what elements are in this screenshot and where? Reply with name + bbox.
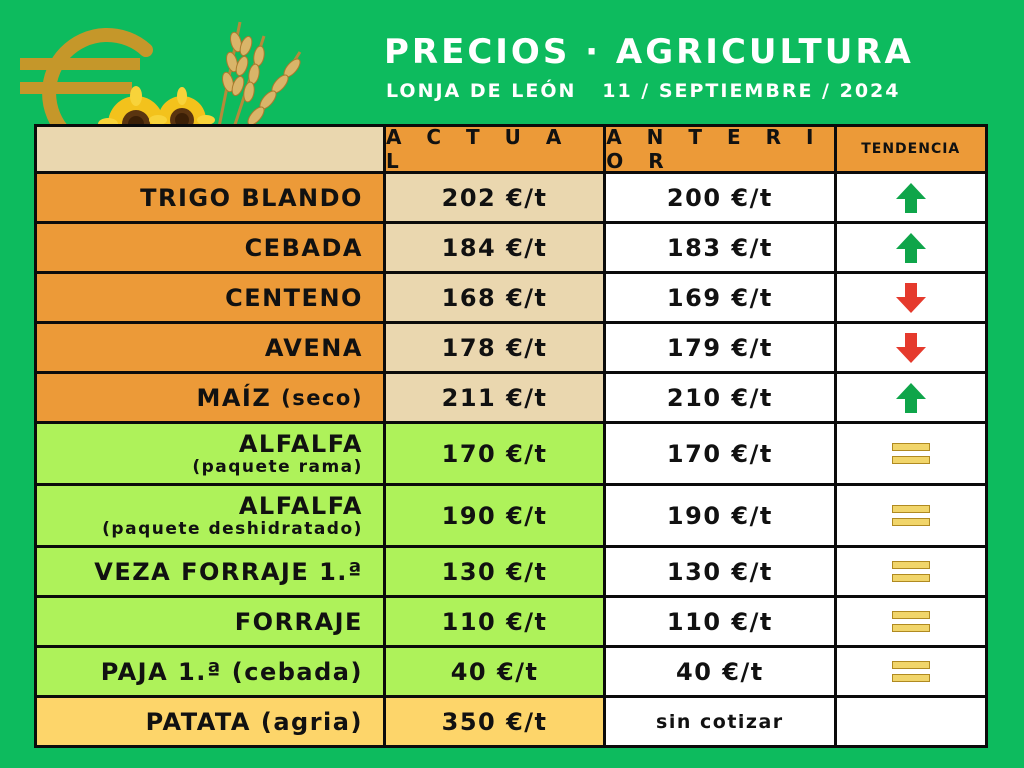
equal-bars-icon	[891, 611, 930, 632]
row-anterior: 210 €/t	[606, 374, 834, 421]
arrow-down-icon	[895, 282, 926, 313]
table-row: MAÍZ (seco) 211 €/t 210 €/t	[37, 374, 986, 421]
row-name: VEZA FORRAJE 1.ª	[37, 548, 383, 595]
row-trend	[836, 486, 986, 545]
row-name-main: MAÍZ	[196, 383, 272, 412]
row-name-sub: (paquete rama)	[192, 456, 363, 477]
column-header-tendencia: TENDENCIA	[836, 127, 986, 171]
row-name: CEBADA	[37, 224, 383, 271]
page-subtitle: LONJA DE LEÓN 11 / SEPTIEMBRE / 2024	[386, 80, 901, 102]
arrow-down-icon	[895, 332, 926, 363]
row-trend	[836, 324, 986, 371]
equal-bars-icon	[891, 443, 930, 464]
row-name-suffix: (seco)	[281, 385, 363, 410]
equal-bars-icon	[891, 505, 930, 526]
column-header-actual-label: A C T U A L	[385, 125, 571, 173]
row-name: TRIGO BLANDO	[37, 174, 383, 221]
row-name: PAJA 1.ª (cebada)	[37, 648, 383, 695]
row-actual: 40 €/t	[385, 648, 604, 695]
row-name-main: ALFALFA	[238, 491, 363, 520]
row-name-main: ALFALFA	[238, 429, 363, 458]
table-header-row: A C T U A L A N T E R I O R TENDENCIA	[37, 125, 986, 173]
table-row: VEZA FORRAJE 1.ª 130 €/t 130 €/t	[37, 548, 986, 595]
row-trend	[836, 548, 986, 595]
row-anterior: 179 €/t	[606, 324, 834, 371]
arrow-up-icon	[895, 182, 926, 213]
header-empty-cell	[37, 127, 383, 171]
table-row: CENTENO 168 €/t 169 €/t	[37, 274, 986, 321]
equal-bars-icon	[891, 561, 930, 582]
row-actual: 350 €/t	[385, 698, 604, 745]
row-name: CENTENO	[37, 274, 383, 321]
table-row: PAJA 1.ª (cebada) 40 €/t 40 €/t	[37, 648, 986, 695]
table-row: ALFALFA (paquete rama) 170 €/t 170 €/t	[37, 424, 986, 483]
row-trend	[836, 274, 986, 321]
page-title: PRECIOS · AGRICULTURA	[384, 32, 914, 72]
header: PRECIOS · AGRICULTURA LONJA DE LEÓN 11 /…	[0, 0, 1024, 162]
row-anterior-value: sin cotizar	[656, 710, 784, 733]
row-anterior: 183 €/t	[606, 224, 834, 271]
row-name: PATATA (agria)	[37, 698, 383, 745]
table-row: AVENA 178 €/t 179 €/t	[37, 324, 986, 371]
price-table: A C T U A L A N T E R I O R TENDENCIA TR…	[34, 124, 988, 748]
row-actual: 130 €/t	[385, 548, 604, 595]
row-name: ALFALFA (paquete rama)	[37, 424, 383, 483]
row-trend	[836, 174, 986, 221]
row-actual: 168 €/t	[385, 274, 604, 321]
row-anterior: 169 €/t	[606, 274, 834, 321]
column-header-actual: A C T U A L	[385, 125, 604, 173]
row-actual: 184 €/t	[385, 224, 604, 271]
table-row: CEBADA 184 €/t 183 €/t	[37, 224, 986, 271]
row-trend	[836, 698, 986, 745]
row-actual: 190 €/t	[385, 486, 604, 545]
row-anterior: 110 €/t	[606, 598, 834, 645]
row-name: ALFALFA (paquete deshidratado)	[37, 486, 383, 545]
row-trend	[836, 224, 986, 271]
row-anterior: 130 €/t	[606, 548, 834, 595]
row-name: MAÍZ (seco)	[37, 374, 383, 421]
arrow-up-icon	[895, 232, 926, 263]
table-row: PATATA (agria) 350 €/t sin cotizar	[37, 698, 986, 745]
row-actual: 211 €/t	[385, 374, 604, 421]
row-actual: 170 €/t	[385, 424, 604, 483]
column-header-anterior: A N T E R I O R	[606, 125, 834, 173]
row-actual: 202 €/t	[385, 174, 604, 221]
row-name: FORRAJE	[37, 598, 383, 645]
row-anterior: 200 €/t	[606, 174, 834, 221]
table-row: TRIGO BLANDO 202 €/t 200 €/t	[37, 174, 986, 221]
row-trend	[836, 374, 986, 421]
row-trend	[836, 648, 986, 695]
row-trend	[836, 598, 986, 645]
row-anterior: 170 €/t	[606, 424, 834, 483]
row-anterior: sin cotizar	[606, 698, 834, 745]
equal-bars-icon	[891, 661, 930, 682]
column-header-tendencia-label: TENDENCIA	[861, 141, 961, 157]
row-name-sub: (paquete deshidratado)	[102, 518, 363, 539]
row-name: AVENA	[37, 324, 383, 371]
row-actual: 178 €/t	[385, 324, 604, 371]
row-actual: 110 €/t	[385, 598, 604, 645]
row-anterior: 190 €/t	[606, 486, 834, 545]
table-row: FORRAJE 110 €/t 110 €/t	[37, 598, 986, 645]
table-row: ALFALFA (paquete deshidratado) 190 €/t 1…	[37, 486, 986, 545]
row-trend	[836, 424, 986, 483]
arrow-up-icon	[895, 382, 926, 413]
row-anterior: 40 €/t	[606, 648, 834, 695]
column-header-anterior-label: A N T E R I O R	[606, 125, 823, 173]
